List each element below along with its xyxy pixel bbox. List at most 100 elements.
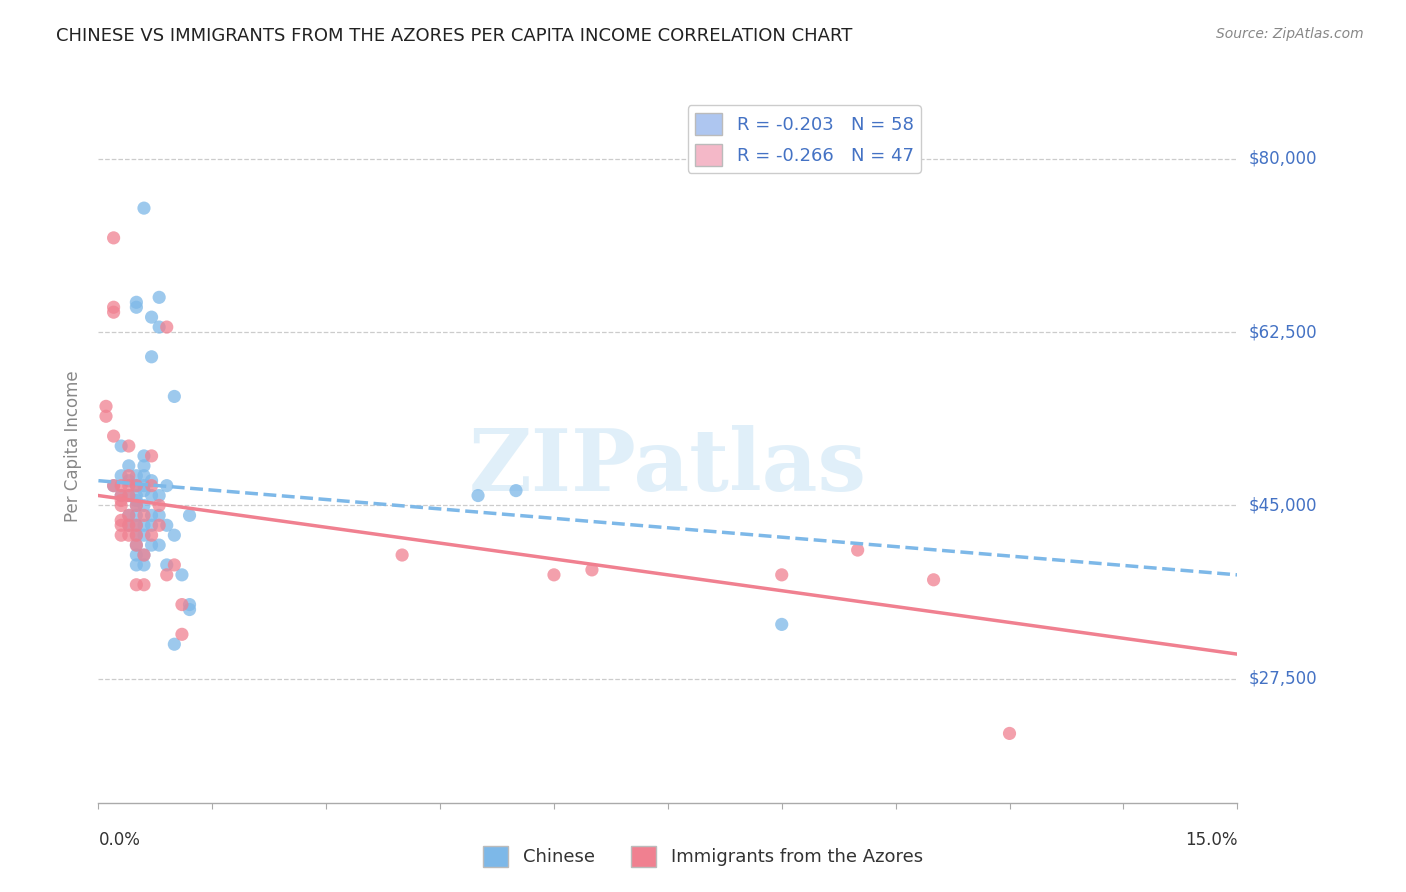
Point [132, 478, 155, 492]
Point [132, 499, 155, 513]
Point [110, 478, 132, 492]
Point [110, 499, 132, 513]
Point [148, 489, 170, 503]
Point [118, 468, 141, 483]
Point [125, 499, 148, 513]
Point [110, 468, 132, 483]
Point [770, 567, 793, 582]
Point [125, 478, 148, 492]
Point [118, 518, 141, 533]
Point [94, 409, 117, 424]
Point [125, 478, 148, 492]
Point [118, 458, 141, 473]
Legend: Chinese, Immigrants from the Azores: Chinese, Immigrants from the Azores [477, 838, 929, 874]
Point [132, 458, 155, 473]
Text: Source: ZipAtlas.com: Source: ZipAtlas.com [1216, 27, 1364, 41]
Point [581, 563, 603, 577]
Point [110, 513, 132, 527]
Point [467, 489, 489, 503]
Point [163, 637, 186, 651]
Point [94, 400, 117, 414]
Point [179, 598, 201, 612]
Point [103, 478, 125, 492]
Text: 15.0%: 15.0% [1185, 831, 1237, 849]
Text: $27,500: $27,500 [1249, 670, 1317, 688]
Point [148, 538, 170, 552]
Point [125, 548, 148, 562]
Point [132, 483, 155, 498]
Point [141, 508, 163, 523]
Text: $80,000: $80,000 [1249, 150, 1317, 168]
Point [118, 478, 141, 492]
Point [110, 489, 132, 503]
Point [118, 439, 141, 453]
Point [998, 726, 1021, 740]
Point [132, 449, 155, 463]
Point [148, 499, 170, 513]
Point [170, 567, 193, 582]
Point [179, 508, 201, 523]
Point [125, 300, 148, 314]
Point [770, 617, 793, 632]
Point [505, 483, 527, 498]
Point [132, 548, 155, 562]
Point [148, 508, 170, 523]
Point [163, 389, 186, 403]
Legend: R = -0.203   N = 58, R = -0.266   N = 47: R = -0.203 N = 58, R = -0.266 N = 47 [688, 105, 921, 173]
Point [110, 439, 132, 453]
Point [110, 528, 132, 542]
Point [141, 538, 163, 552]
Point [110, 493, 132, 508]
Point [118, 474, 141, 488]
Point [103, 305, 125, 319]
Point [148, 518, 170, 533]
Point [118, 528, 141, 542]
Point [163, 558, 186, 572]
Point [103, 429, 125, 443]
Point [141, 350, 163, 364]
Point [125, 528, 148, 542]
Point [125, 528, 148, 542]
Point [156, 478, 179, 492]
Point [141, 518, 163, 533]
Point [103, 231, 125, 245]
Point [156, 518, 179, 533]
Point [125, 468, 148, 483]
Point [922, 573, 945, 587]
Point [141, 449, 163, 463]
Point [125, 295, 148, 310]
Text: ZIPatlas: ZIPatlas [468, 425, 868, 509]
Point [543, 567, 565, 582]
Point [156, 558, 179, 572]
Text: CHINESE VS IMMIGRANTS FROM THE AZORES PER CAPITA INCOME CORRELATION CHART: CHINESE VS IMMIGRANTS FROM THE AZORES PE… [56, 27, 852, 45]
Point [110, 518, 132, 533]
Point [163, 528, 186, 542]
Point [156, 320, 179, 334]
Point [170, 627, 193, 641]
Point [141, 478, 163, 492]
Point [148, 290, 170, 304]
Point [141, 528, 163, 542]
Point [125, 508, 148, 523]
Point [125, 558, 148, 572]
Point [148, 320, 170, 334]
Point [103, 300, 125, 314]
Text: $62,500: $62,500 [1249, 323, 1317, 341]
Point [132, 468, 155, 483]
Point [132, 508, 155, 523]
Point [132, 548, 155, 562]
Point [179, 602, 201, 616]
Point [118, 489, 141, 503]
Point [132, 558, 155, 572]
Y-axis label: Per Capita Income: Per Capita Income [65, 370, 83, 522]
Point [125, 489, 148, 503]
Point [118, 508, 141, 523]
Point [156, 567, 179, 582]
Point [391, 548, 413, 562]
Point [118, 489, 141, 503]
Point [132, 518, 155, 533]
Point [125, 518, 148, 533]
Point [132, 528, 155, 542]
Point [846, 543, 869, 558]
Point [170, 598, 193, 612]
